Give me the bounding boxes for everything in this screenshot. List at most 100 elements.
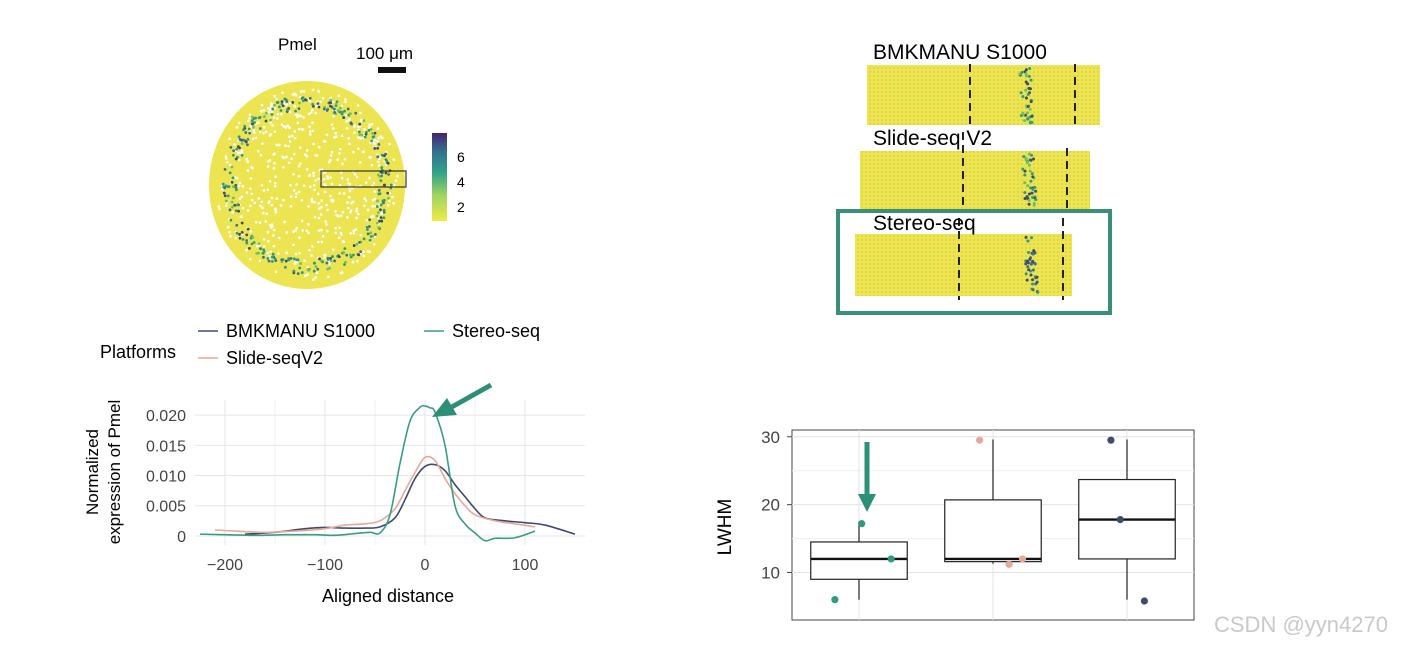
tissue-gap [269, 250, 272, 253]
tissue-gap [240, 150, 243, 153]
expression-spot [231, 196, 235, 200]
expression-spot [286, 108, 289, 111]
expression-spot [369, 235, 373, 238]
tissue-gap [352, 229, 356, 233]
tissue-gap [326, 175, 329, 178]
expression-spot [358, 241, 361, 244]
expression-spot [345, 253, 349, 257]
strip-expression-spot [1026, 184, 1030, 188]
tissue-gap [262, 238, 266, 241]
expression-spot [270, 112, 274, 116]
expression-spot [245, 239, 249, 242]
tissue-gap [330, 123, 334, 126]
tissue-gap [345, 120, 348, 123]
tissue-gap [238, 181, 242, 185]
tissue-gap [284, 126, 288, 129]
tissue-gap [324, 220, 327, 223]
expression-spot [289, 257, 293, 260]
tissue-gap [309, 133, 312, 136]
strip-expression-spot [1020, 70, 1024, 74]
tissue-gap [262, 109, 266, 112]
expression-spot [379, 208, 382, 212]
expression-spot [248, 247, 251, 250]
tissue-gap [279, 204, 283, 207]
expression-spot [367, 128, 371, 132]
line-chart-ylabel-line2: expression of Pmel [105, 400, 124, 545]
tissue-gap [332, 114, 335, 118]
expression-spot [240, 154, 244, 157]
tissue-gap [331, 127, 335, 130]
tissue-gap [276, 117, 279, 120]
expression-spot [389, 183, 393, 187]
tissue-gap [277, 252, 280, 255]
tissue-gap [280, 113, 283, 116]
expression-spot [238, 137, 242, 141]
tissue-gap [345, 126, 349, 130]
strip-expression-spot [1028, 169, 1032, 173]
tissue-gap [246, 169, 250, 172]
expression-spot [349, 122, 353, 126]
tissue-gap [285, 103, 289, 107]
strip-expression-spot [1024, 96, 1028, 100]
strip-expression-spot [1023, 113, 1027, 117]
strip-expression-spot [1024, 158, 1028, 162]
tissue-gap [348, 142, 351, 146]
tissue-gap [377, 164, 381, 167]
tissue-gap [295, 192, 298, 195]
expression-spot [264, 111, 268, 115]
strip-expression-spot [1027, 192, 1031, 196]
tissue-gap [253, 201, 257, 205]
expression-spot [318, 257, 321, 261]
tissue-gap [346, 178, 350, 181]
tissue-gap [348, 117, 351, 121]
tissue-gap [362, 250, 365, 253]
tissue-gap [362, 254, 366, 258]
expression-spot [338, 110, 342, 114]
tissue-gap [330, 198, 333, 202]
tissue-gap [357, 147, 360, 151]
tissue-gap [275, 197, 279, 201]
strip-expression-spot [1029, 78, 1033, 82]
tissue-gap [248, 116, 251, 120]
tissue-gap [282, 166, 285, 169]
tissue-gap [317, 89, 320, 93]
tissue-gap [273, 161, 276, 165]
expression-spot [284, 98, 288, 102]
expression-spot [314, 265, 318, 269]
expression-spot [368, 238, 372, 242]
tissue-gap [387, 199, 391, 202]
strip-expression-spot [1028, 257, 1032, 261]
strip-expression-spot [1024, 235, 1028, 239]
tissue-gap [303, 274, 307, 278]
expression-spot [342, 116, 346, 119]
box-data-point [858, 520, 866, 528]
tissue-gap [371, 205, 374, 208]
tissue-gap [331, 248, 335, 251]
expression-spot [270, 260, 274, 263]
tissue-gap [290, 157, 293, 161]
strip-expression-spot [1027, 268, 1031, 272]
tissue-gap [377, 157, 381, 161]
strip-expression-spot [1033, 185, 1037, 189]
expression-spot [231, 176, 235, 180]
tissue-gap [355, 209, 358, 213]
expression-spot [292, 257, 296, 261]
expression-spot [258, 127, 262, 130]
tissue-gap [380, 136, 384, 140]
expression-spot [257, 116, 261, 120]
expression-spot [370, 139, 374, 143]
boxplot-boxes [810, 439, 1176, 600]
expression-spot [229, 218, 233, 222]
y-tick-label: 20 [761, 496, 780, 515]
tissue-gap [330, 182, 334, 186]
tissue-gap [342, 192, 346, 195]
tissue-gap [274, 210, 278, 214]
tissue-gap [377, 136, 381, 140]
tissue-gap [261, 211, 265, 215]
expression-spot [332, 107, 336, 111]
tissue-gap [354, 228, 358, 231]
tissue-gap [298, 162, 302, 166]
tissue-gap [298, 251, 301, 255]
expression-spot [244, 131, 248, 134]
expression-spot [386, 161, 390, 165]
